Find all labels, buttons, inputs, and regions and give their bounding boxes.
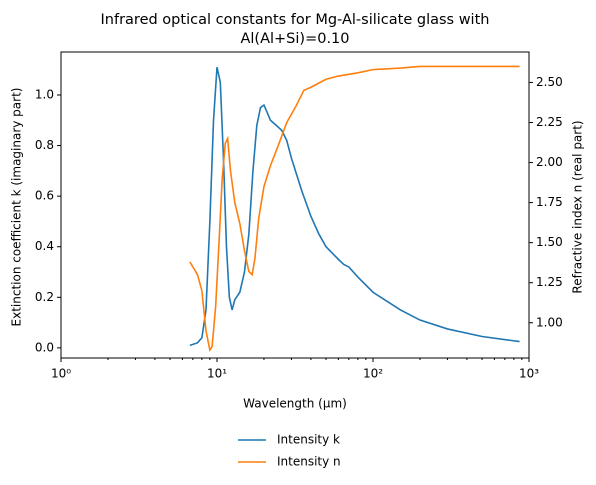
legend-label: Intensity k <box>277 433 340 447</box>
x-tick-label: 10⁰ <box>51 367 71 381</box>
y2-tick-label: 2.00 <box>536 155 563 169</box>
y2-tick-label: 1.50 <box>536 235 563 249</box>
y2-tick-label: 1.00 <box>536 315 563 329</box>
y-tick-label: 0.2 <box>35 290 54 304</box>
y2-tick-label: 2.25 <box>536 115 563 129</box>
legend-label: Intensity n <box>277 455 341 469</box>
chart-title: Infrared optical constants for Mg-Al-sil… <box>101 12 490 28</box>
y2-tick-label: 1.75 <box>536 195 563 209</box>
x-axis-label: Wavelength (μm) <box>243 397 347 411</box>
y2-tick-label: 2.50 <box>536 75 563 89</box>
y-tick-label: 0.6 <box>35 189 54 203</box>
y-tick-label: 0.8 <box>35 138 54 152</box>
plot-frame <box>60 51 530 359</box>
y-tick-label: 0.0 <box>35 340 54 354</box>
line-series <box>189 66 520 347</box>
y-tick-label: 0.4 <box>35 239 54 253</box>
chart-title: Al(Al+Si)=0.10 <box>240 31 349 47</box>
line-series <box>189 65 520 352</box>
x-tick-label: 10³ <box>519 367 539 381</box>
y2-axis-label: Refractive index n (real part) <box>571 120 585 293</box>
y-tick-label: 1.0 <box>35 87 54 101</box>
x-tick-label: 10¹ <box>207 367 227 381</box>
y2-tick-label: 1.25 <box>536 275 563 289</box>
x-tick-label: 10² <box>363 367 383 381</box>
y-axis-label: Extinction coefficient k (imaginary part… <box>10 88 24 327</box>
